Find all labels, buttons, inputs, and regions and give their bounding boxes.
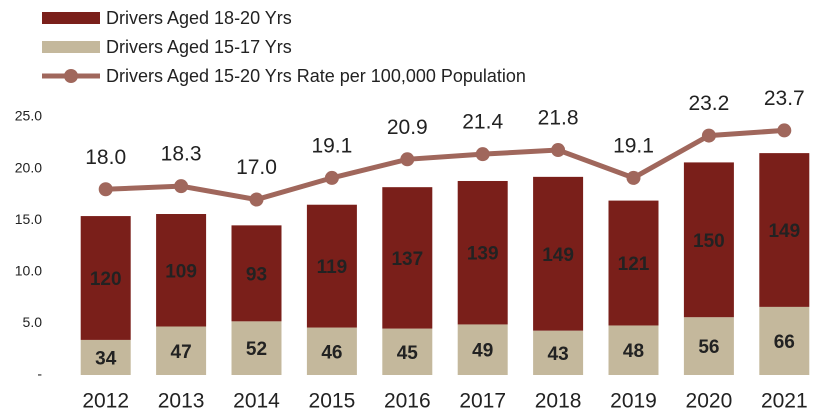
y-tick-label: 15.0 <box>15 211 42 227</box>
legend-label: Drivers Aged 15-20 Yrs Rate per 100,000 … <box>106 66 526 86</box>
bar-segment <box>683 317 734 375</box>
x-tick-label: 2013 <box>158 390 205 413</box>
bar-label: 119 <box>317 257 348 278</box>
y-tick-label: 5.0 <box>23 314 43 330</box>
bar-label: 139 <box>467 244 499 265</box>
bar-segment <box>533 330 584 375</box>
legend-label: Drivers Aged 15-17 Yrs <box>106 37 292 57</box>
bar-segment <box>533 176 584 331</box>
legend-swatch <box>42 12 100 24</box>
bar-label: 45 <box>397 343 419 364</box>
bar-label: 120 <box>90 269 122 290</box>
legend-swatch <box>64 69 78 83</box>
bar-segment <box>608 325 659 375</box>
bar-segment <box>156 214 207 327</box>
bar-label: 47 <box>171 342 192 363</box>
bar-segment <box>306 204 357 328</box>
x-tick-label: 2020 <box>686 390 733 413</box>
rate-marker <box>626 170 641 185</box>
bar-segment <box>683 162 734 318</box>
y-tick-label: - <box>37 366 42 382</box>
bar-label: 137 <box>391 249 423 270</box>
rate-marker <box>475 147 490 162</box>
bar-segment <box>457 324 508 375</box>
rate-label: 21.4 <box>462 111 503 134</box>
bar-label: 49 <box>472 341 493 362</box>
bar-label: 34 <box>95 348 117 369</box>
rate-marker <box>777 123 792 138</box>
rate-marker <box>701 128 716 143</box>
x-tick-label: 2017 <box>459 390 506 413</box>
rate-marker <box>249 192 264 207</box>
y-tick-label: 10.0 <box>15 263 42 279</box>
bar-label: 66 <box>774 332 795 353</box>
legend-label: Drivers Aged 18-20 Yrs <box>106 8 292 28</box>
bar-segment <box>382 328 433 375</box>
x-tick-label: 2015 <box>309 390 356 413</box>
rate-label: 21.8 <box>538 107 579 130</box>
legend-swatch <box>42 41 100 53</box>
rate-label: 23.7 <box>764 87 805 110</box>
bar-label: 46 <box>321 342 342 363</box>
bar-label: 109 <box>165 261 197 282</box>
bar-label: 121 <box>618 254 650 275</box>
bar-label: 43 <box>548 344 569 365</box>
rate-label: 19.1 <box>311 134 352 157</box>
y-tick-label: 25.0 <box>15 108 42 124</box>
bar-label: 48 <box>623 341 644 362</box>
rate-line <box>105 127 785 203</box>
bar-segment <box>80 216 131 340</box>
x-tick-label: 2016 <box>384 390 431 413</box>
rate-label: 19.1 <box>613 134 654 157</box>
bar-segment <box>231 225 282 322</box>
bar-label: 56 <box>698 337 719 358</box>
bar-segment <box>80 339 131 375</box>
bar-segment <box>457 180 508 325</box>
rate-label: 18.3 <box>161 143 202 166</box>
bar-segment <box>306 327 357 375</box>
bar-segment <box>608 200 659 326</box>
rate-marker <box>98 182 113 197</box>
bar-label: 150 <box>693 231 725 252</box>
rate-marker <box>400 152 415 167</box>
x-tick-label: 2021 <box>761 390 808 413</box>
bar-segment <box>156 326 207 375</box>
bar-label: 93 <box>246 264 267 285</box>
rate-label: 18.0 <box>85 146 126 169</box>
bar-label: 52 <box>246 339 267 360</box>
rate-label: 17.0 <box>236 156 277 179</box>
bar-label: 149 <box>768 221 800 242</box>
rate-marker <box>174 179 189 194</box>
y-tick-label: 20.0 <box>15 159 42 175</box>
rate-label: 23.2 <box>688 92 729 115</box>
rate-label: 20.9 <box>387 116 428 139</box>
x-tick-label: 2019 <box>610 390 657 413</box>
bar-segment <box>759 306 810 375</box>
rate-marker <box>551 143 566 158</box>
bar-segment <box>382 187 433 329</box>
x-tick-label: 2014 <box>233 390 280 413</box>
x-tick-label: 2018 <box>535 390 582 413</box>
bar-segment <box>231 321 282 375</box>
x-tick-label: 2012 <box>82 390 129 413</box>
rate-marker <box>324 170 339 185</box>
bar-label: 149 <box>542 245 574 266</box>
bar-segment <box>759 153 810 307</box>
